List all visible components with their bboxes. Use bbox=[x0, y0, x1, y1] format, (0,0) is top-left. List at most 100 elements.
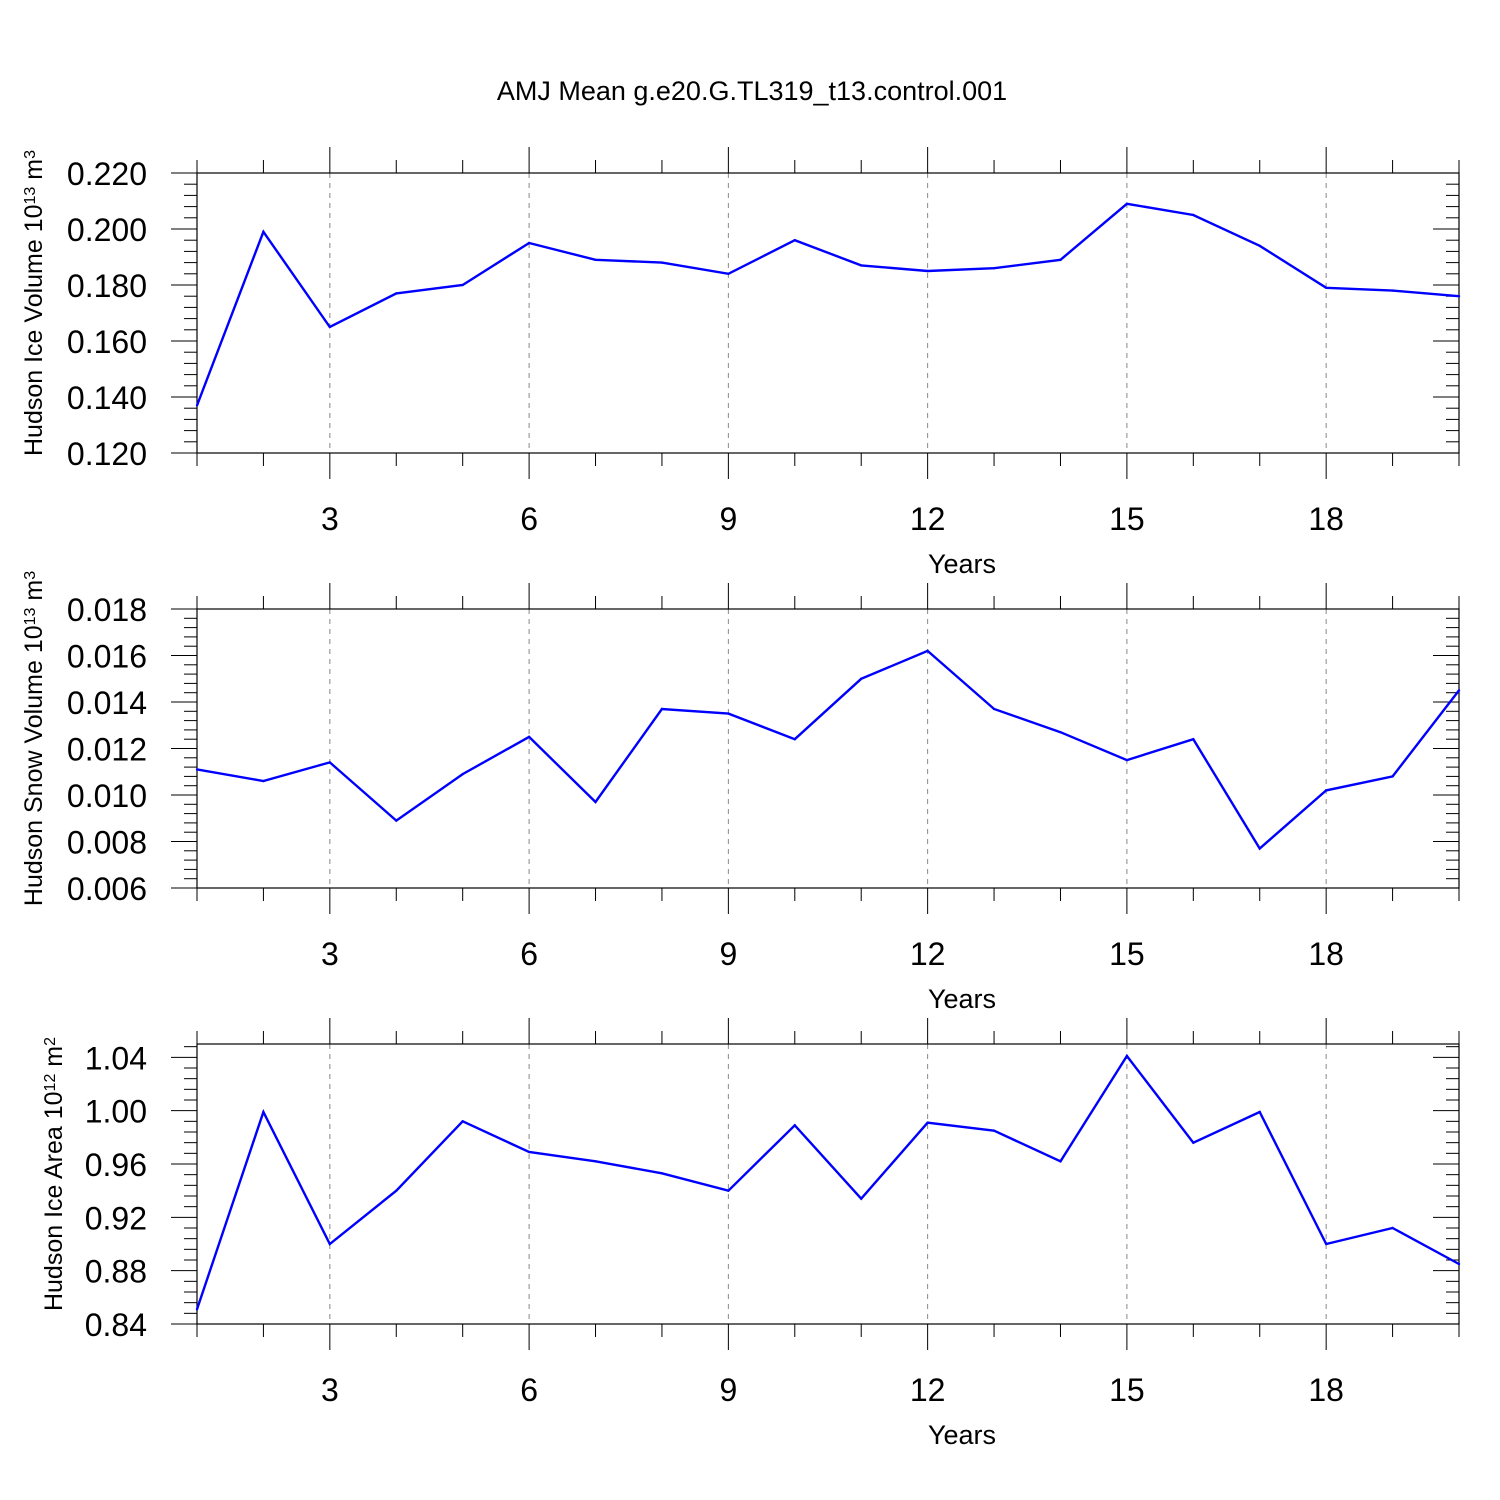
data-point bbox=[1192, 738, 1195, 741]
y-axis-label: Hudson Ice Volume 1013 m3 bbox=[20, 150, 48, 456]
data-point bbox=[395, 292, 398, 295]
x-tick-label: 6 bbox=[520, 1372, 538, 1408]
data-point bbox=[860, 1197, 863, 1200]
x-tick-label: 15 bbox=[1109, 936, 1145, 972]
y-tick-label: 0.84 bbox=[85, 1307, 147, 1343]
series-line-ice-volume bbox=[195, 202, 1460, 406]
y-tick-label: 0.92 bbox=[85, 1200, 147, 1236]
y-tick-label: 0.012 bbox=[67, 732, 147, 768]
x-tick-label: 3 bbox=[321, 936, 339, 972]
x-tick-label: 15 bbox=[1109, 501, 1145, 537]
data-point bbox=[1059, 731, 1062, 734]
y-tick-label: 0.018 bbox=[67, 592, 147, 628]
y-axis-label-part: Hudson Ice Volume 10 bbox=[20, 204, 48, 456]
data-point bbox=[727, 272, 730, 275]
data-point bbox=[527, 1150, 531, 1154]
data-point bbox=[727, 712, 730, 715]
plot-frame bbox=[196, 608, 1460, 889]
x-tick-label: 18 bbox=[1308, 1372, 1344, 1408]
data-point bbox=[262, 779, 265, 783]
y-axis-label-part: Hudson Snow Volume 10 bbox=[20, 625, 48, 906]
data-point bbox=[1258, 244, 1261, 247]
x-tick-label: 12 bbox=[910, 936, 946, 972]
data-point bbox=[1324, 1242, 1328, 1246]
y-tick-label: 1.00 bbox=[85, 1094, 147, 1130]
y-axis-label: Hudson Snow Volume 1013 m3 bbox=[20, 571, 48, 906]
data-point bbox=[262, 230, 265, 233]
data-point bbox=[1324, 286, 1328, 289]
y-tick-label: 0.010 bbox=[67, 778, 147, 814]
x-tick-label: 15 bbox=[1109, 1372, 1145, 1408]
data-point bbox=[328, 761, 332, 764]
data-point bbox=[328, 1242, 332, 1246]
y-axis-label-superscript: 13 bbox=[22, 607, 39, 625]
y-axis-label-superscript: 13 bbox=[22, 187, 39, 205]
data-point bbox=[527, 241, 531, 245]
data-point bbox=[727, 1189, 730, 1192]
x-tick-label: 12 bbox=[910, 501, 946, 537]
y-tick-label: 1.04 bbox=[85, 1040, 147, 1076]
plot-frame bbox=[196, 172, 1460, 454]
x-axis-label: Years bbox=[928, 549, 996, 579]
data-point bbox=[1457, 689, 1461, 692]
y-tick-label: 0.180 bbox=[67, 268, 147, 304]
data-point bbox=[1457, 1262, 1461, 1266]
data-point bbox=[660, 261, 664, 264]
x-tick-label: 12 bbox=[910, 1372, 946, 1408]
y-tick-label: 0.008 bbox=[67, 825, 147, 861]
data-point bbox=[1125, 1054, 1129, 1058]
data-point bbox=[461, 772, 464, 776]
data-point bbox=[461, 1120, 464, 1123]
x-axis-label: Years bbox=[928, 984, 996, 1014]
data-point bbox=[926, 269, 929, 273]
y-tick-label: 0.160 bbox=[67, 324, 147, 360]
y-axis-label-superscript: 12 bbox=[42, 1074, 59, 1092]
data-point bbox=[1258, 1110, 1261, 1114]
data-point bbox=[195, 768, 199, 771]
data-point bbox=[1324, 789, 1328, 792]
data-point bbox=[1192, 1141, 1195, 1144]
data-point bbox=[1457, 295, 1461, 298]
y-axis-label-part: m bbox=[20, 580, 48, 608]
y-axis-label-superscript: 3 bbox=[22, 571, 39, 580]
data-point bbox=[1258, 847, 1261, 850]
y-axis-label-part: Hudson Ice Area 10 bbox=[40, 1091, 68, 1311]
data-point bbox=[1391, 775, 1394, 778]
x-tick-label: 6 bbox=[520, 936, 538, 972]
data-point bbox=[1391, 289, 1394, 292]
data-point bbox=[860, 677, 863, 680]
y-tick-label: 0.200 bbox=[67, 212, 147, 248]
x-tick-label: 9 bbox=[719, 501, 737, 537]
x-tick-label: 9 bbox=[719, 936, 737, 972]
x-tick-label: 3 bbox=[321, 501, 339, 537]
y-tick-label: 0.96 bbox=[85, 1147, 147, 1183]
data-point bbox=[1059, 1160, 1062, 1163]
x-tick-label: 3 bbox=[321, 1372, 339, 1408]
data-point bbox=[594, 258, 597, 261]
data-point bbox=[195, 404, 199, 407]
data-point bbox=[395, 819, 398, 822]
y-axis-label-superscript: 2 bbox=[42, 1037, 59, 1046]
data-point bbox=[992, 1129, 996, 1132]
x-tick-label: 6 bbox=[520, 501, 538, 537]
series-line-snow-volume bbox=[196, 649, 1460, 851]
x-tick-label: 18 bbox=[1308, 501, 1344, 537]
data-point bbox=[1391, 1226, 1394, 1230]
y-tick-label: 0.88 bbox=[85, 1254, 147, 1290]
x-tick-label: 9 bbox=[719, 1372, 737, 1408]
series-line-ice-area bbox=[195, 1053, 1460, 1310]
panel-snow-volume: 3 6 9 12 15 18 0.006 0.008 0.010 0.012 0.014 0.016 0… bbox=[20, 571, 1461, 1014]
data-point bbox=[793, 738, 796, 741]
data-point bbox=[860, 264, 863, 267]
data-point bbox=[594, 1160, 597, 1163]
data-point bbox=[1192, 213, 1195, 217]
data-point bbox=[992, 707, 996, 711]
y-tick-label: 0.120 bbox=[67, 436, 147, 472]
y-tick-label: 0.006 bbox=[67, 871, 147, 907]
plot-frame bbox=[196, 1043, 1460, 1325]
data-point bbox=[1059, 258, 1062, 261]
x-axis-label: Years bbox=[928, 1420, 996, 1450]
y-axis-label-superscript: 3 bbox=[22, 150, 39, 159]
data-point bbox=[594, 800, 597, 804]
